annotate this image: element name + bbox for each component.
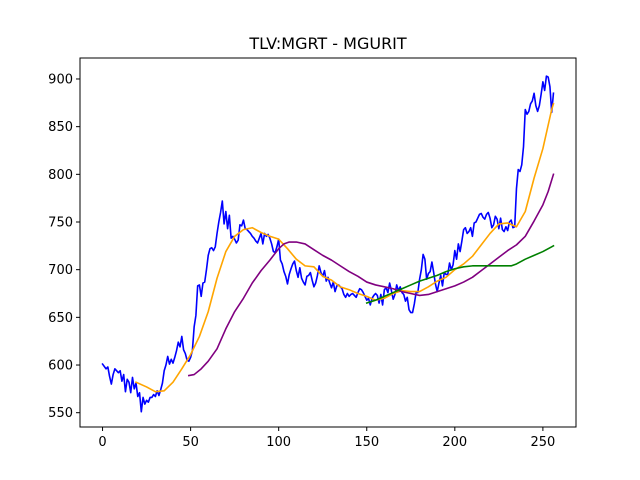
series-line-ma-medium xyxy=(187,173,555,377)
y-tick-label: 650 xyxy=(48,311,73,326)
y-tick-label: 600 xyxy=(48,359,73,374)
y-tick-label: 900 xyxy=(48,72,73,87)
axes-frame xyxy=(79,57,577,428)
series-line-ma-short xyxy=(134,102,555,393)
x-tick-label: 100 xyxy=(266,435,291,450)
plot-area xyxy=(80,58,576,427)
y-tick-label: 750 xyxy=(48,216,73,231)
series-layer xyxy=(101,75,555,413)
x-tick-label: 150 xyxy=(354,435,379,450)
x-axis: 0 50 100 150 200 250 xyxy=(98,427,555,450)
y-tick-label: 550 xyxy=(48,406,73,421)
y-tick-label: 800 xyxy=(48,168,73,183)
y-axis: 550 600 650 700 750 800 850 900 xyxy=(48,72,80,421)
y-tick-label: 700 xyxy=(48,263,73,278)
x-tick-label: 250 xyxy=(530,435,555,450)
x-tick-label: 0 xyxy=(98,435,106,450)
series-line-price xyxy=(101,75,555,413)
series-line-ma-long xyxy=(365,244,555,305)
x-tick-label: 200 xyxy=(442,435,467,450)
y-tick-label: 850 xyxy=(48,120,73,135)
x-tick-label: 50 xyxy=(182,435,199,450)
chart-title: TLV:MGRT - MGURIT xyxy=(248,34,407,53)
